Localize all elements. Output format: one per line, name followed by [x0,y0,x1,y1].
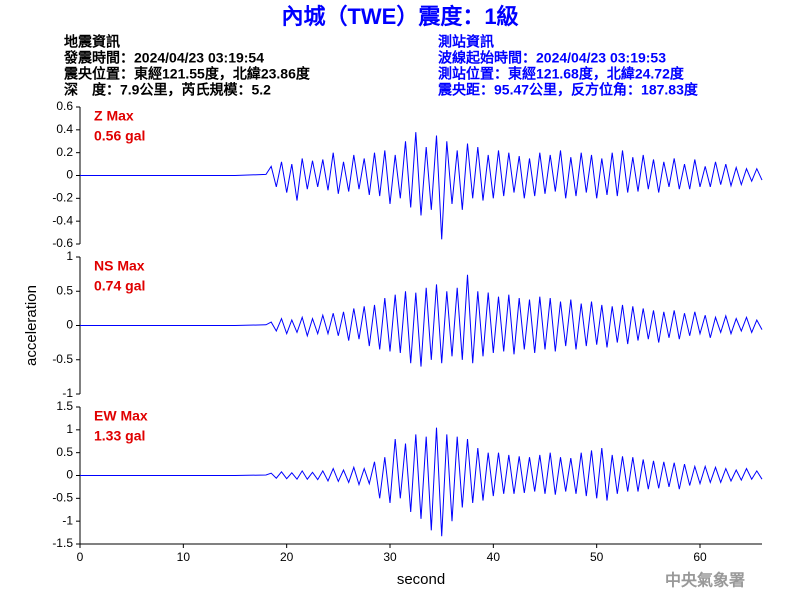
x-tick-label: 60 [693,550,707,564]
waveform [80,132,763,240]
title: 內城（TWE）震度：1級 [281,4,518,29]
info-right: 波線起始時間：2024/04/23 03:19:53 [438,50,666,66]
max-label: EW Max [94,408,148,424]
x-tick-label: 20 [280,550,294,564]
info-left: 震央位置：東經121.55度，北緯23.86度 [63,66,311,82]
waveform [80,274,763,367]
y-tick-label: 1 [66,249,73,263]
max-label: 0.74 gal [94,278,145,294]
max-label: Z Max [94,108,134,124]
info-right: 震央距：95.47公里，反方位角：187.83度 [437,82,699,98]
max-label: 1.33 gal [94,428,145,444]
y-tick-label: -0.6 [52,236,73,250]
x-axis-label: second [397,571,445,588]
y-tick-label: 0.6 [56,99,73,113]
x-tick-label: 10 [177,550,191,564]
info-left: 發震時間：2024/04/23 03:19:54 [63,50,264,66]
x-tick-label: 50 [590,550,604,564]
y-axis-label: acceleration [23,285,40,366]
y-tick-label: 0.4 [56,122,73,136]
y-tick-label: 0 [66,318,73,332]
y-tick-label: -1.5 [52,536,73,550]
y-tick-label: 0 [66,168,73,182]
y-tick-label: -0.2 [52,191,73,205]
y-tick-label: 1 [66,422,73,436]
x-tick-label: 0 [77,550,84,564]
y-tick-label: 1.5 [56,399,73,413]
max-label: NS Max [94,258,145,274]
info-left: 深 度：7.9公里，芮氏規模：5.2 [64,82,271,98]
info-right: 測站位置：東經121.68度，北緯24.72度 [438,66,685,82]
max-label: 0.56 gal [94,128,145,144]
y-tick-label: -1 [62,513,73,527]
info-left: 地震資訊 [64,34,120,50]
y-tick-label: -0.5 [52,352,73,366]
y-tick-label: 0.2 [56,145,73,159]
y-tick-label: -0.4 [52,213,73,227]
waveform [80,427,763,537]
y-tick-label: -0.5 [52,491,73,505]
y-tick-label: 0 [66,468,73,482]
footer: 中央氣象署 [665,571,745,590]
y-tick-label: -1 [62,386,73,400]
y-tick-label: 0.5 [56,445,73,459]
info-right: 測站資訊 [438,34,494,50]
y-tick-label: 0.5 [56,283,73,297]
x-tick-label: 30 [383,550,397,564]
x-tick-label: 40 [487,550,501,564]
